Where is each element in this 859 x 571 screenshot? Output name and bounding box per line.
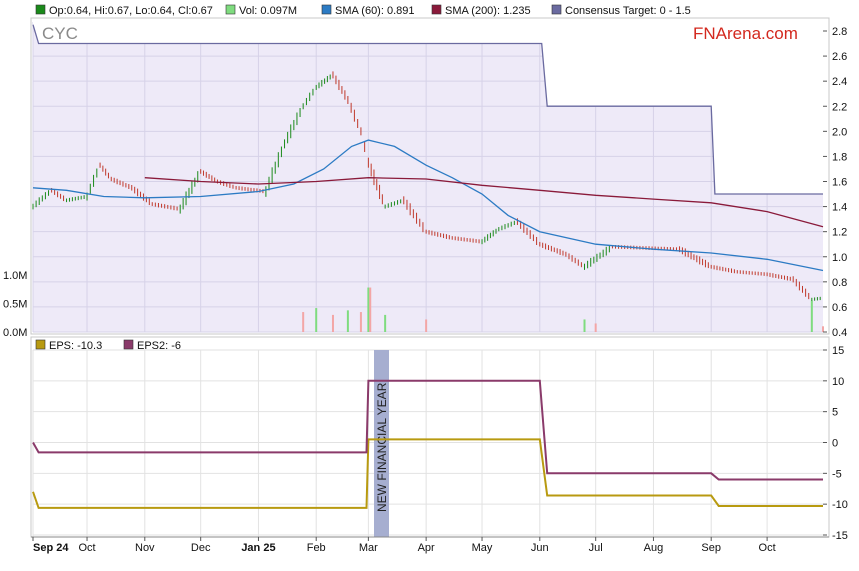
legend-swatch — [431, 4, 442, 15]
x-tick-label: Aug — [644, 542, 664, 554]
x-tick-label: Nov — [135, 542, 155, 554]
volume-bar — [594, 323, 597, 332]
consensus-target-line — [32, 24, 823, 195]
legend-label: Op:0.64, Hi:0.67, Lo:0.64, Cl:0.67 — [49, 5, 213, 17]
consensus-target-area — [33, 22, 823, 194]
y-tick-label: 1.4 — [832, 202, 847, 214]
y-tick-label: 2.8 — [832, 26, 847, 38]
eps2-line — [32, 379, 823, 481]
legend-label: SMA (200): 1.235 — [445, 5, 531, 17]
y-tick-label: 15 — [832, 345, 844, 357]
y-tick-label: 2.2 — [832, 101, 847, 113]
legend-swatch — [225, 4, 236, 15]
y-tick-label: 5 — [832, 407, 838, 419]
y-tick-label: 2.6 — [832, 51, 847, 63]
eps-lines — [32, 379, 823, 509]
x-tick-label: Apr — [418, 542, 435, 554]
new-financial-year-label: NEW FINANCIAL YEAR — [375, 382, 389, 512]
legend-label: Consensus Target: 0 - 1.5 — [565, 5, 691, 17]
legend-label: EPS: -10.3 — [49, 340, 102, 352]
volume-bar — [315, 308, 318, 332]
price-bars — [32, 71, 821, 301]
volume-bar — [810, 300, 813, 332]
volume-bar — [822, 326, 824, 332]
y-tick-label: 10 — [832, 376, 844, 388]
x-tick-label: Mar — [359, 542, 378, 554]
legend-label: Vol: 0.097M — [239, 5, 297, 17]
volume-bar — [359, 312, 362, 332]
volume-bar — [583, 319, 586, 332]
eps-grid — [32, 349, 823, 537]
brand-logo: FNArena.com — [693, 24, 798, 43]
y-tick-label: 1.6 — [832, 177, 847, 189]
legend-top: Op:0.64, Hi:0.67, Lo:0.64, Cl:0.67 Vol: 0… — [35, 4, 691, 17]
volume-bar — [367, 287, 370, 332]
volume-bar — [425, 319, 428, 332]
sma200-line — [144, 177, 824, 228]
new-financial-year-band — [374, 350, 389, 537]
x-tick-label: May — [472, 542, 493, 554]
y-tick-label: -5 — [832, 468, 842, 480]
x-tick-label: Jul — [589, 542, 603, 554]
price-y-axis: 2.8 2.6 2.4 2.2 2.0 1.8 1.6 1.4 1.2 1.0 0.8 0.6 0.4 — [823, 26, 847, 339]
volume-bar — [331, 314, 334, 332]
x-tick-label: Feb — [307, 542, 326, 554]
x-tick-label: Jan 25 — [241, 542, 275, 554]
volume-bar — [384, 314, 387, 332]
y-tick-label: 1.0 — [832, 252, 847, 264]
x-tick-label: Dec — [191, 542, 211, 554]
x-tick-label: Oct — [759, 542, 776, 554]
y-tick-label: 0.4 — [832, 327, 847, 339]
x-axis: Sep 24 Oct Nov Dec Jan 25 Feb Mar Apr May Jun Jul A… — [31, 536, 829, 554]
legend-swatch — [35, 4, 46, 15]
x-tick-label: Sep 24 — [33, 542, 69, 554]
legend-label: SMA (60): 0.891 — [335, 5, 415, 17]
eps-line — [32, 438, 823, 509]
legend-swatch — [123, 339, 134, 350]
y-tick-label: 1.8 — [832, 151, 847, 163]
volume-y-axis: 1.0M 0.5M 0.0M — [3, 270, 27, 339]
legend-swatch — [35, 339, 46, 350]
volume-bars — [302, 287, 824, 332]
x-tick-label: Sep — [701, 542, 721, 554]
x-tick-label: Oct — [78, 542, 95, 554]
y-tick-label: 0.8 — [832, 277, 847, 289]
legend-swatch — [551, 4, 562, 15]
legend-swatch — [321, 4, 332, 15]
y-tick-label: 0 — [832, 438, 838, 450]
legend-bottom: EPS: -10.3 EPS2: -6 — [35, 339, 181, 352]
volume-bar — [346, 310, 349, 332]
price-lines — [32, 22, 824, 272]
y-tick-label: 0.6 — [832, 302, 847, 314]
ticker-label: CYC — [42, 24, 78, 43]
volume-tick-label: 1.0M — [3, 270, 27, 282]
volume-tick-label: 0.5M — [3, 299, 27, 311]
y-tick-label: 1.2 — [832, 227, 847, 239]
y-tick-label: 2.0 — [832, 126, 847, 138]
eps-y-axis: 15 10 5 0 -5 -10 -15 — [823, 345, 848, 542]
volume-bar — [369, 287, 372, 332]
y-tick-label: -10 — [832, 499, 848, 511]
volume-bar — [302, 312, 305, 332]
legend-label: EPS2: -6 — [137, 340, 181, 352]
sma60-line — [32, 139, 824, 272]
volume-tick-label: 0.0M — [3, 327, 27, 339]
y-tick-label: -15 — [832, 530, 848, 542]
x-tick-label: Jun — [531, 542, 549, 554]
y-tick-label: 2.4 — [832, 76, 847, 88]
